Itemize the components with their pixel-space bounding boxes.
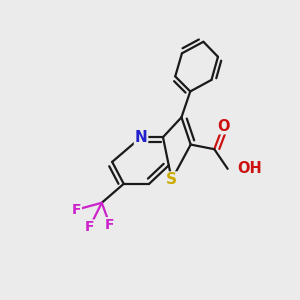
Text: F: F bbox=[85, 220, 94, 234]
Text: F: F bbox=[72, 203, 81, 217]
Text: S: S bbox=[166, 172, 177, 187]
Text: OH: OH bbox=[237, 161, 262, 176]
Text: N: N bbox=[135, 130, 147, 145]
Text: F: F bbox=[105, 218, 115, 232]
Text: O: O bbox=[217, 118, 229, 134]
